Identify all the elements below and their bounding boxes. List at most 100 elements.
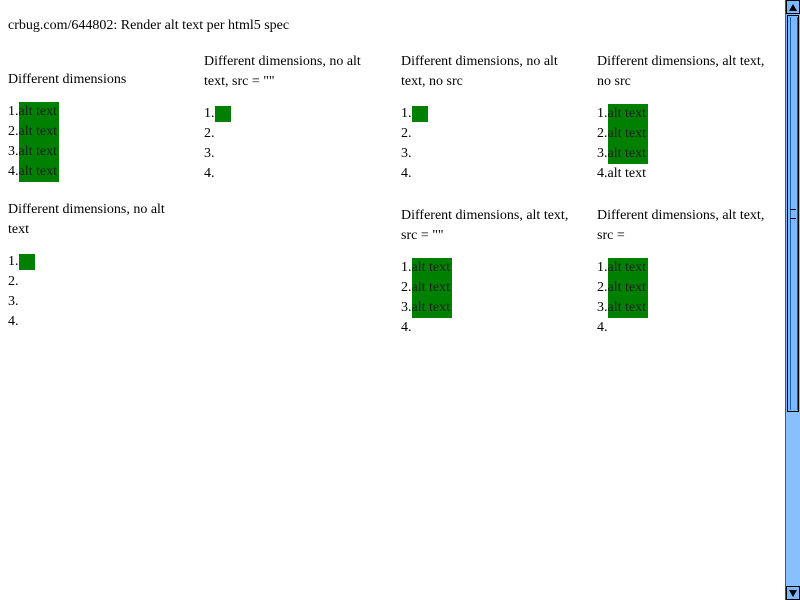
scrollbar-thumb[interactable] xyxy=(787,15,799,412)
list-item: 4. alt text xyxy=(8,162,188,182)
list-number: 4. xyxy=(204,166,215,181)
list-number: 3. xyxy=(8,144,19,159)
list-item: 2. alt text xyxy=(8,122,188,142)
image-list: 1. 2. 3. 4. xyxy=(401,104,581,184)
alt-text-plain: alt text xyxy=(607,166,647,181)
list-number: 2. xyxy=(597,126,608,141)
alt-text-image: alt text xyxy=(607,144,648,164)
case-title: Different dimensions, alt text, no src xyxy=(597,54,765,89)
scrollbar-track[interactable] xyxy=(786,412,800,586)
case-alt-text-empty-src: Different dimensions, alt text, src = ""… xyxy=(401,206,581,338)
arrow-up-icon xyxy=(789,4,797,11)
list-number: 2. xyxy=(401,280,412,295)
list-number: 3. xyxy=(401,300,412,315)
list-item: 4. xyxy=(8,312,188,332)
list-item: 4. xyxy=(204,164,384,184)
scroll-up-button[interactable] xyxy=(786,0,800,14)
list-item: 3. xyxy=(204,144,384,164)
list-item: 3. alt text xyxy=(8,142,188,162)
list-number: 1. xyxy=(204,106,215,121)
case-title: Different dimensions, alt text, src = "" xyxy=(401,208,569,243)
list-number: 4. xyxy=(597,320,608,335)
list-number: 3. xyxy=(8,294,19,309)
list-item: 4. xyxy=(597,318,777,338)
list-number: 3. xyxy=(401,146,412,161)
list-item: 2. xyxy=(204,124,384,144)
case-no-alt-text: Different dimensions, no alt text 1. 2. … xyxy=(8,200,188,332)
list-item: 4. xyxy=(401,318,581,338)
list-number: 4. xyxy=(401,166,412,181)
alt-text-image: alt text xyxy=(607,298,648,318)
alt-text-image: alt text xyxy=(411,278,452,298)
image-placeholder xyxy=(18,254,35,270)
list-number: 2. xyxy=(8,274,19,289)
alt-text-image: alt text xyxy=(18,142,59,162)
image-list: 1. alt text 2. alt text 3. alt text 4. alt t… xyxy=(597,104,777,184)
list-number: 3. xyxy=(597,146,608,161)
scroll-down-button[interactable] xyxy=(786,586,800,600)
image-list: 1. alt text 2. alt text 3. alt text 4. alt t… xyxy=(8,102,188,182)
list-number: 2. xyxy=(204,126,215,141)
list-item: 2. xyxy=(401,124,581,144)
alt-text-image: alt text xyxy=(18,162,59,182)
case-no-alt-text-empty-src: Different dimensions, no alt text, src =… xyxy=(204,52,384,184)
list-item: 3. xyxy=(8,292,188,312)
alt-text-image: alt text xyxy=(607,124,648,144)
list-item: 1. xyxy=(204,104,384,124)
list-number: 4. xyxy=(401,320,412,335)
list-item: 1. xyxy=(401,104,581,124)
list-number: 1. xyxy=(401,106,412,121)
alt-text-image: alt text xyxy=(411,258,452,278)
list-number: 1. xyxy=(8,254,19,269)
list-item: 2. alt text xyxy=(401,278,581,298)
image-list: 1. alt text 2. alt text 3. alt text 4. xyxy=(401,258,581,338)
case-title: Different dimensions, no alt text xyxy=(8,202,165,237)
image-list: 1. 2. 3. 4. xyxy=(8,252,188,332)
image-placeholder xyxy=(214,106,231,122)
list-number: 2. xyxy=(597,280,608,295)
list-number: 4. xyxy=(8,314,19,329)
image-placeholder xyxy=(411,106,428,122)
case-no-alt-text-no-src: Different dimensions, no alt text, no sr… xyxy=(401,52,581,184)
list-item: 3. xyxy=(401,144,581,164)
list-item: 1. alt text xyxy=(401,258,581,278)
list-number: 2. xyxy=(8,124,19,139)
case-title: Different dimensions xyxy=(8,72,127,87)
list-item: 1. alt text xyxy=(8,102,188,122)
list-item: 2. xyxy=(8,272,188,292)
case-title: Different dimensions, no alt text, src =… xyxy=(204,54,361,89)
alt-text-image: alt text xyxy=(18,102,59,122)
list-number: 4. xyxy=(597,166,608,181)
list-item: 3. alt text xyxy=(597,298,777,318)
list-item: 4. xyxy=(401,164,581,184)
image-list: 1. alt text 2. alt text 3. alt text 4. xyxy=(597,258,777,338)
list-item: 4. alt text xyxy=(597,164,777,184)
grip-icon xyxy=(790,209,796,219)
case-title: Different dimensions, alt text, src = xyxy=(597,208,765,243)
alt-text-image: alt text xyxy=(411,298,452,318)
list-number: 1. xyxy=(597,106,608,121)
vertical-scrollbar[interactable] xyxy=(785,0,800,600)
list-number: 1. xyxy=(401,260,412,275)
case-title: Different dimensions, no alt text, no sr… xyxy=(401,54,558,89)
list-item: 1. alt text xyxy=(597,104,777,124)
list-number: 3. xyxy=(597,300,608,315)
case-different-dimensions: Different dimensions 1. alt text 2. alt te… xyxy=(8,70,188,182)
list-item: 2. alt text xyxy=(597,124,777,144)
scrollbar-thumb-inner xyxy=(790,17,798,410)
list-number: 2. xyxy=(401,126,412,141)
case-alt-text-src-equals: Different dimensions, alt text, src = 1.… xyxy=(597,206,777,338)
list-number: 1. xyxy=(597,260,608,275)
alt-text-image: alt text xyxy=(607,258,648,278)
list-item: 1. alt text xyxy=(597,258,777,278)
alt-text-image: alt text xyxy=(607,278,648,298)
alt-text-image: alt text xyxy=(18,122,59,142)
list-number: 3. xyxy=(204,146,215,161)
page-title: crbug.com/644802: Render alt text per ht… xyxy=(8,18,290,33)
list-item: 3. alt text xyxy=(597,144,777,164)
arrow-down-icon xyxy=(789,590,797,597)
list-item: 3. alt text xyxy=(401,298,581,318)
list-number: 4. xyxy=(8,164,19,179)
list-item: 1. xyxy=(8,252,188,272)
alt-text-image: alt text xyxy=(607,104,648,124)
